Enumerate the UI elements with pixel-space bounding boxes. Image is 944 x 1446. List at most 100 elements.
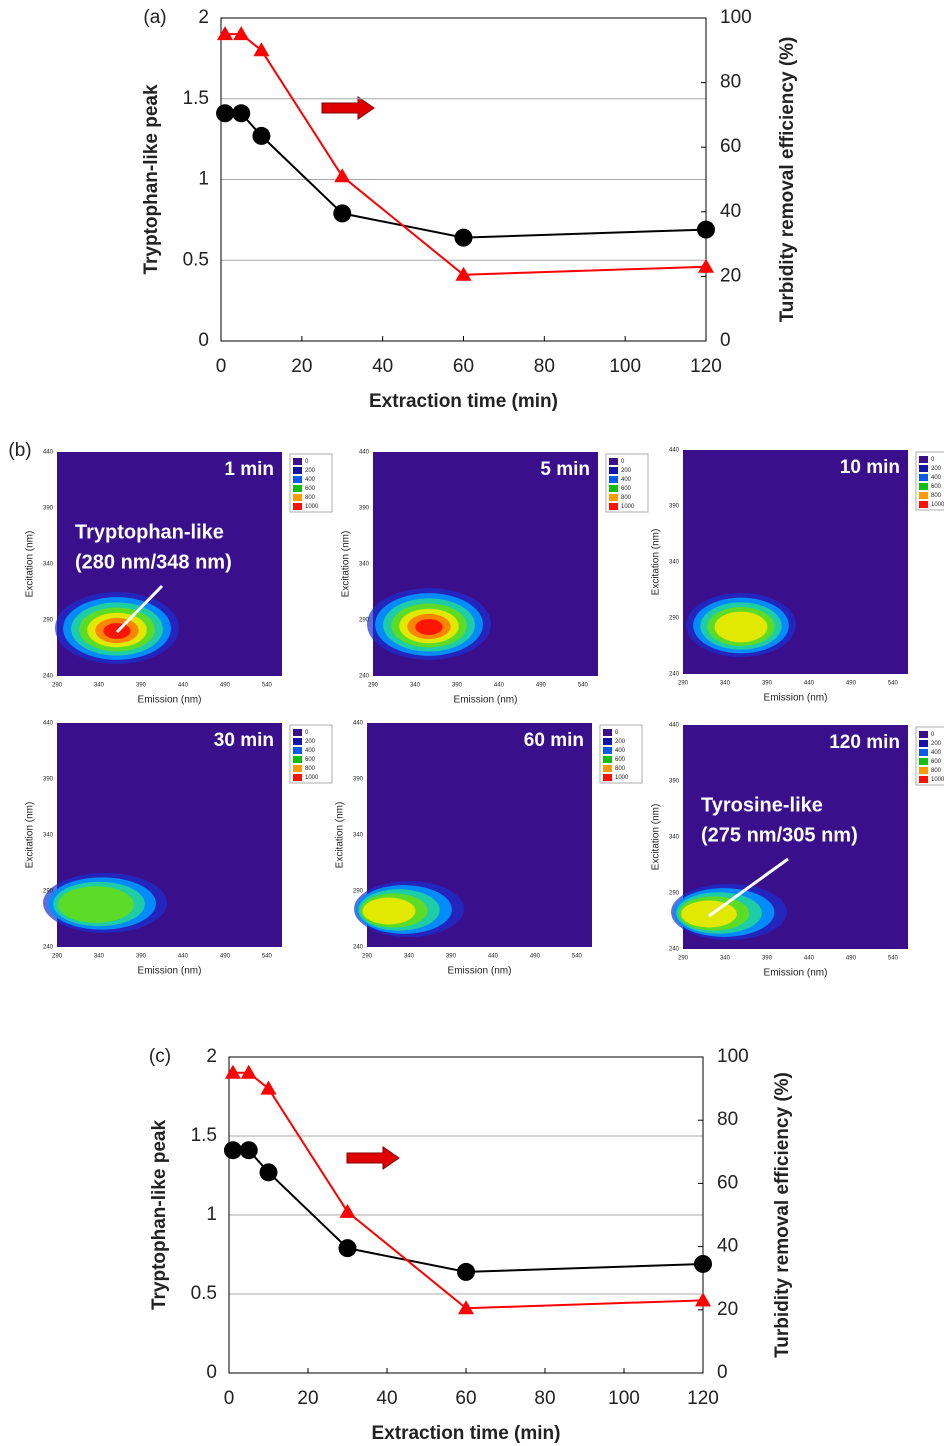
y-tick-label: 2 <box>198 7 209 28</box>
x-tick-label: 0 <box>216 356 227 377</box>
x-tick-label: 440 <box>804 681 815 687</box>
colorbar-label: 400 <box>931 750 942 756</box>
y-axis-label: Excitation (nm) <box>341 531 352 598</box>
colorbar-swatch <box>919 740 928 747</box>
colorbar-label: 400 <box>305 748 316 754</box>
time-label: 10 min <box>840 457 900 478</box>
series-line <box>225 112 707 239</box>
colorbar-label: 800 <box>931 768 942 774</box>
colorbar-swatch <box>293 747 302 754</box>
colorbar-label: 400 <box>931 475 942 481</box>
y2-tick-label: 60 <box>717 1172 738 1193</box>
x-axis-label: Emission (nm) <box>448 966 512 977</box>
colorbar-label: 800 <box>931 493 942 499</box>
marker <box>232 104 251 123</box>
x-tick-label: 290 <box>52 954 63 960</box>
x-tick-label: 440 <box>178 954 189 960</box>
colorbar-swatch <box>293 503 302 510</box>
x-tick-label: 290 <box>368 683 379 689</box>
marker <box>695 1292 711 1307</box>
x-tick-label: 340 <box>410 683 421 689</box>
colorbar-swatch <box>293 765 302 772</box>
x-tick-label: 540 <box>888 681 899 687</box>
colorbar-swatch <box>609 494 618 501</box>
y2-tick-label: 40 <box>720 201 741 222</box>
x-tick-label: 120 <box>687 1388 719 1409</box>
y2-axis-label: Turbidity removal efficiency (%) <box>777 37 798 323</box>
x-tick-label: 100 <box>609 356 641 377</box>
colorbar-swatch <box>919 474 928 481</box>
colorbar-swatch <box>919 767 928 774</box>
y-tick-label: 1 <box>198 169 209 190</box>
y-axis-label: Excitation (nm) <box>335 802 346 869</box>
y-tick-label: 390 <box>669 779 680 785</box>
x-tick-label: 40 <box>372 356 393 377</box>
x-tick-label: 540 <box>572 954 583 960</box>
x-tick-label: 40 <box>376 1388 397 1409</box>
y2-tick-label: 0 <box>720 330 731 351</box>
colorbar-label: 0 <box>615 730 619 736</box>
y-tick-label: 390 <box>353 777 364 783</box>
y-tick-label: 290 <box>353 889 364 895</box>
y-tick-label: 0.5 <box>191 1283 217 1304</box>
marker <box>253 42 270 57</box>
x-tick-label: 490 <box>530 954 541 960</box>
panel-label: (c) <box>149 1046 171 1067</box>
x-tick-label: 290 <box>52 683 63 689</box>
marker <box>239 1141 258 1160</box>
colorbar-label: 1000 <box>931 502 944 508</box>
y2-tick-label: 40 <box>717 1236 738 1257</box>
colorbar-label: 1000 <box>305 504 319 510</box>
x-tick-label: 0 <box>224 1388 235 1409</box>
y2-tick-label: 60 <box>720 136 741 157</box>
y-tick-label: 340 <box>359 562 370 568</box>
colorbar-label: 200 <box>615 739 626 745</box>
time-label: 60 min <box>524 730 584 751</box>
y2-tick-label: 20 <box>717 1299 738 1320</box>
arrow-icon <box>346 1146 400 1170</box>
colorbar-label: 0 <box>305 730 309 736</box>
annotation: (275 nm/305 nm) <box>701 824 858 846</box>
y-tick-label: 290 <box>669 891 680 897</box>
marker <box>260 1080 277 1095</box>
annotation-pointer <box>708 857 789 918</box>
marker <box>334 168 351 183</box>
marker <box>216 104 235 123</box>
x-axis-label: Emission (nm) <box>454 695 518 706</box>
y-tick-label: 290 <box>669 616 680 622</box>
x-tick-label: 60 <box>455 1388 476 1409</box>
y-tick-label: 340 <box>669 560 680 566</box>
y-axis-label: Excitation (nm) <box>25 802 36 869</box>
time-label: 120 min <box>829 732 900 753</box>
y-tick-label: 340 <box>353 833 364 839</box>
colorbar-swatch <box>919 483 928 490</box>
x-tick-label: 20 <box>297 1388 318 1409</box>
x-tick-label: 490 <box>220 683 231 689</box>
x-tick-label: 290 <box>362 954 373 960</box>
x-tick-label: 390 <box>452 683 463 689</box>
x-axis-label: Emission (nm) <box>138 966 202 977</box>
colorbar-label: 400 <box>305 477 316 483</box>
marker <box>339 1203 356 1218</box>
colorbar-label: 600 <box>305 486 316 492</box>
y-tick-label: 0 <box>206 1362 217 1383</box>
marker <box>333 204 352 223</box>
colorbar-label: 200 <box>931 466 942 472</box>
colorbar-swatch <box>293 756 302 763</box>
annotation: Tyrosine-like <box>701 794 823 816</box>
colorbar-swatch <box>919 758 928 765</box>
x-tick-label: 80 <box>534 1388 555 1409</box>
marker <box>223 1141 242 1160</box>
colorbar-swatch <box>293 774 302 781</box>
y-tick-label: 1.5 <box>191 1125 217 1146</box>
x-axis-label: Extraction time (min) <box>372 1423 561 1444</box>
y-tick-label: 440 <box>43 721 54 727</box>
y-tick-label: 390 <box>43 506 54 512</box>
marker <box>457 1262 475 1281</box>
arrow-icon <box>321 96 375 120</box>
colorbar-label: 400 <box>621 477 632 483</box>
colorbar-swatch <box>293 458 302 465</box>
x-axis-label: Emission (nm) <box>764 968 828 979</box>
y-axis-label: Excitation (nm) <box>651 529 662 596</box>
y-tick-label: 290 <box>359 618 370 624</box>
